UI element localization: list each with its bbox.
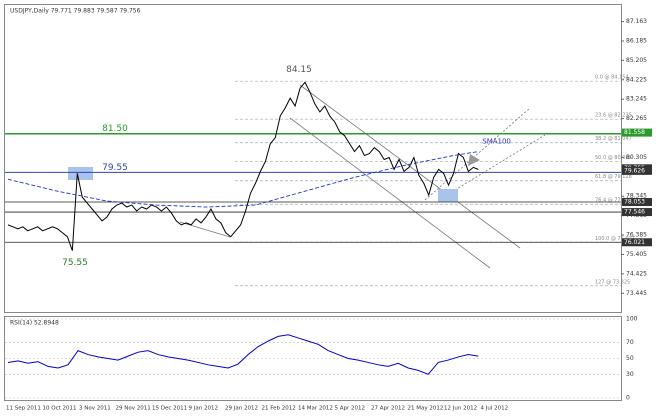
y-tick-label: 73.445 (626, 290, 647, 297)
rsi-tick-label: 70 (626, 339, 634, 346)
fib-label: 100.0 @ 76.021 (595, 236, 635, 242)
fib-label: 23.6 @ 82.235 (595, 113, 632, 119)
fib-label: 61.8 @ 79.128 (595, 174, 632, 180)
x-tick-label: 10 Oct 2011 (43, 406, 77, 412)
x-tick-label: 4 Jul 2012 (481, 406, 509, 412)
x-tick-label: 21 May 2012 (408, 406, 444, 412)
chart-title: USDJPY,Daily 79.771 79.883 79.587 79.756 (10, 8, 141, 15)
y-tick-label: 80.305 (626, 154, 647, 161)
price-tag (622, 166, 652, 175)
sma-line (7, 151, 479, 208)
price-panel (4, 4, 622, 313)
price-tag-label: 76.021 (624, 239, 645, 246)
price-tag-label: 78.053 (624, 199, 645, 206)
x-tick-label: 11 Sep 2011 (6, 406, 41, 412)
x-tick-label: 12 Jun 2012 (444, 406, 477, 412)
x-tick-label: 27 Apr 2012 (371, 406, 405, 412)
fib-label: 127 @ 73.825 (595, 279, 630, 285)
x-tick-label: 15 Dec 2011 (152, 406, 187, 412)
rsi-tick-label: 0 (626, 395, 630, 402)
price-tag-label: 77.546 (624, 209, 645, 216)
rsi-title: RSI(14) 52.8948 (10, 320, 59, 327)
price-tag (622, 238, 652, 247)
rsi-tick-label: 30 (626, 371, 634, 378)
price-tag (622, 128, 652, 137)
y-tick-label: 82.265 (626, 115, 647, 122)
y-tick-label: 78.345 (626, 193, 647, 200)
x-tick-label: 21 Feb 2012 (262, 406, 296, 412)
fib-label: 76.4 @ 77.941 (595, 198, 632, 204)
arrow (468, 154, 480, 166)
level-label: 75.55 (62, 258, 88, 268)
x-tick-label: 29 Jan 2012 (225, 406, 258, 412)
price-tag (622, 208, 652, 217)
y-tick-label: 86.185 (626, 37, 647, 44)
x-tick-label: 14 Mar 2012 (298, 406, 333, 412)
rsi-tick-label: 100 (626, 316, 638, 323)
level-label: 81.50 (102, 124, 128, 134)
y-tick-label: 83.245 (626, 96, 647, 103)
x-tick-label: 3 Nov 2011 (79, 406, 111, 412)
y-tick-label: 87.163 (626, 18, 647, 25)
y-tick-label: 74.425 (626, 270, 647, 277)
highlight-box (68, 167, 93, 180)
fib-label: 50.0 @ 80.088 (595, 155, 632, 161)
fib-label: 38.2 @ 81.047 (595, 136, 632, 142)
rsi-tick-label: 50 (626, 355, 634, 362)
x-tick-label: 5 Apr 2012 (335, 406, 366, 412)
rsi-line (7, 334, 479, 375)
y-tick-label: 85.205 (626, 57, 647, 64)
price-line (7, 81, 479, 251)
fib-label: 0.0 @ 84.154 (595, 75, 629, 81)
series-label: SMA100 (482, 138, 511, 146)
y-tick-label: 84.225 (626, 76, 647, 83)
x-tick-label: 9 Jan 2012 (189, 406, 218, 412)
x-tick-label: 29 Nov 2011 (116, 406, 151, 412)
y-tick-label: 75.405 (626, 251, 647, 258)
peak-label: 84.15 (286, 65, 312, 75)
price-tag (622, 198, 652, 207)
highlight-box (438, 189, 458, 202)
price-tag-label: 79.626 (624, 167, 645, 174)
rsi-panel (4, 316, 622, 401)
price-tag-label: 81.558 (624, 129, 645, 136)
level-label: 79.55 (102, 163, 128, 173)
y-tick-label: 76.385 (626, 232, 647, 239)
